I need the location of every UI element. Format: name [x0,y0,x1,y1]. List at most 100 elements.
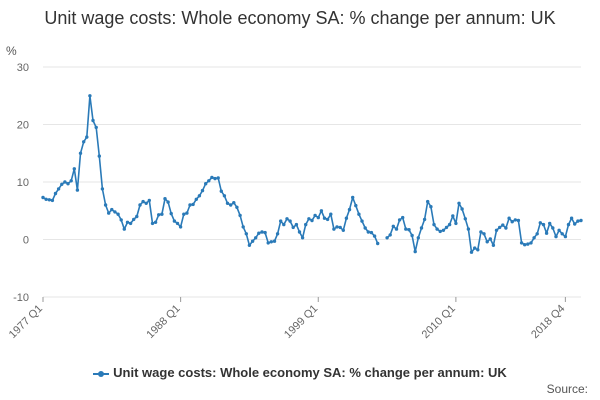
data-point[interactable] [335,225,339,229]
data-point[interactable] [501,223,505,227]
data-point[interactable] [516,218,521,223]
data-point[interactable] [404,227,408,231]
data-point[interactable] [78,151,83,155]
data-point[interactable] [110,207,114,212]
data-point[interactable] [107,211,111,215]
data-point[interactable] [141,199,145,204]
data-point[interactable] [401,215,405,220]
data-point[interactable] [476,248,480,252]
data-point[interactable] [447,222,452,227]
data-point[interactable] [160,212,164,216]
data-point[interactable] [360,219,364,223]
data-point[interactable] [119,218,123,222]
data-point[interactable] [194,197,198,201]
data-point[interactable] [166,200,170,204]
data-point[interactable] [260,230,264,234]
data-point[interactable] [178,225,183,229]
data-point[interactable] [569,216,574,220]
data-point[interactable] [279,219,283,223]
data-point[interactable] [544,231,549,235]
data-point[interactable] [563,234,568,239]
data-point[interactable] [241,225,245,229]
data-point[interactable] [204,182,208,186]
data-point[interactable] [229,203,233,207]
data-point[interactable] [310,218,314,223]
data-point[interactable] [366,230,370,234]
data-point[interactable] [291,225,295,230]
data-point[interactable] [210,175,214,180]
data-point[interactable] [372,234,377,238]
data-point[interactable] [347,207,352,212]
data-point[interactable] [397,218,402,222]
data-point[interactable] [100,187,105,191]
data-point[interactable] [463,217,467,221]
data-point[interactable] [441,228,446,232]
data-point[interactable] [191,202,195,207]
data-point[interactable] [332,227,336,231]
data-point[interactable] [75,188,80,192]
data-point[interactable] [53,191,58,196]
data-point[interactable] [410,233,414,238]
data-point[interactable] [116,212,120,216]
data-point[interactable] [488,237,492,241]
data-point[interactable] [82,140,86,144]
data-point[interactable] [338,225,342,230]
data-point[interactable] [460,207,464,211]
data-point[interactable] [132,217,136,222]
data-point[interactable] [250,239,255,243]
data-point[interactable] [566,222,571,227]
data-point[interactable] [163,197,167,201]
data-point[interactable] [438,229,442,234]
data-point[interactable] [498,225,502,230]
data-point[interactable] [157,213,161,217]
data-point[interactable] [494,228,499,232]
data-point[interactable] [457,201,461,205]
data-point[interactable] [113,210,117,214]
data-point[interactable] [429,205,433,209]
data-point[interactable] [219,189,223,193]
data-point[interactable] [244,232,248,236]
data-point[interactable] [413,249,417,254]
data-point[interactable] [188,203,192,207]
data-point[interactable] [225,201,230,205]
data-point[interactable] [263,230,267,235]
data-point[interactable] [376,241,380,246]
data-point[interactable] [451,214,455,218]
data-point[interactable] [554,234,558,239]
data-point[interactable] [297,230,302,234]
data-point[interactable] [69,179,73,183]
data-point[interactable] [144,201,148,205]
legend[interactable]: Unit wage costs: Whole economy SA: % cha… [0,365,600,380]
data-point[interactable] [325,217,330,222]
data-point[interactable] [222,194,227,198]
data-point[interactable] [419,226,424,230]
data-point[interactable] [266,241,270,245]
data-point[interactable] [88,94,92,98]
data-point[interactable] [47,198,51,202]
data-point[interactable] [444,225,449,230]
data-point[interactable] [504,226,508,230]
data-point[interactable] [388,233,392,237]
data-point[interactable] [532,236,536,240]
data-point[interactable] [307,217,311,221]
data-point[interactable] [172,219,177,223]
data-point[interactable] [138,203,142,207]
data-point[interactable] [285,217,289,221]
data-point[interactable] [44,197,48,201]
data-point[interactable] [344,216,349,220]
data-point[interactable] [526,242,530,246]
data-point[interactable] [435,227,439,231]
data-point[interactable] [466,227,471,231]
data-point[interactable] [391,224,395,228]
data-point[interactable] [304,222,308,227]
data-point[interactable] [573,222,577,226]
data-point[interactable] [416,236,420,240]
data-point[interactable] [60,182,64,186]
data-point[interactable] [369,230,374,235]
data-point[interactable] [269,240,273,244]
data-point[interactable] [216,176,220,180]
data-point[interactable] [385,236,389,240]
data-point[interactable] [473,246,477,250]
data-point[interactable] [557,228,561,232]
data-point[interactable] [316,215,320,220]
